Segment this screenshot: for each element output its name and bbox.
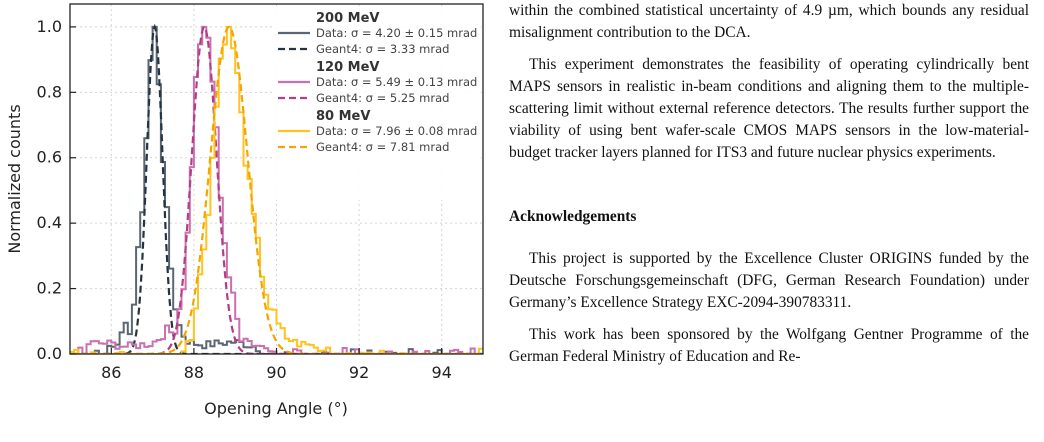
x-tick-label: 90 [266,363,286,382]
legend-group-title: 200 MeV [316,11,379,26]
y-tick-label: 0.4 [37,213,62,232]
legend-group-title: 120 MeV [316,60,379,75]
y-tick-label: 0.8 [37,82,62,101]
acknowledgements-paragraph-2: This work has been sponsored by the Wolf… [509,326,1029,365]
y-tick-label: 1.0 [37,17,62,36]
legend-background [272,8,481,200]
paragraph-conclusion: This experiment demonstrates the feasibi… [509,56,1029,161]
y-tick-label: 0.2 [37,279,62,298]
legend-entry-label: Geant4: σ = 7.81 mrad [316,140,449,154]
legend-entry-label: Geant4: σ = 5.25 mrad [316,91,449,105]
y-axis-title: Normalized counts [5,104,24,253]
x-tick-label: 86 [101,363,121,382]
paragraph-continuation: within the combined statistical uncertai… [509,2,1029,41]
x-tick-label: 92 [349,363,369,382]
ticks: 86 88 90 92 94 0.0 0.2 0.4 0.6 0.8 1.0 [37,17,452,382]
legend-entry-label: Data: σ = 4.20 ± 0.15 mrad [316,26,477,40]
y-tick-label: 0.6 [37,148,62,167]
data-histogram-4 [70,25,483,354]
data-histogram-2 [70,25,483,354]
legend-group-title: 80 MeV [316,109,370,124]
acknowledgements-heading: Acknowledgements [509,208,637,225]
opening-angle-figure: 86 88 90 92 94 0.0 0.2 0.4 0.6 0.8 1.0 Opening Ang… [0,0,495,442]
acknowledgements-paragraph-1: This project is supported by the Excelle… [509,250,1029,311]
x-tick-label: 94 [432,363,452,382]
legend-entry-label: Data: σ = 5.49 ± 0.13 mrad [316,75,477,89]
simulation-curve-1 [70,23,483,354]
text-column: within the combined statistical uncertai… [509,0,1029,368]
legend-entry-label: Geant4: σ = 3.33 mrad [316,42,449,56]
y-tick-label: 0.0 [37,344,62,363]
legend-entry-label: Data: σ = 7.96 ± 0.08 mrad [316,124,477,138]
x-axis-title: Opening Angle (°) [204,399,348,418]
opening-angle-chart: 86 88 90 92 94 0.0 0.2 0.4 0.6 0.8 1.0 Opening Ang… [5,3,484,418]
x-tick-label: 88 [184,363,204,382]
